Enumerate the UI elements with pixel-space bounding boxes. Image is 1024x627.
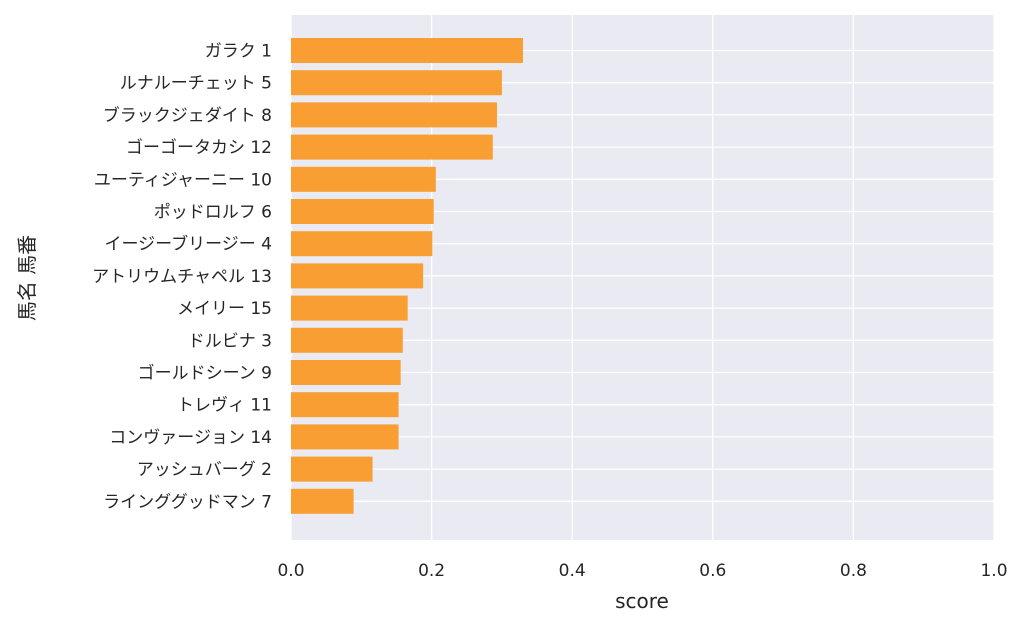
y-tick-label: コンヴァージョン 14: [109, 428, 272, 448]
bar: [291, 199, 434, 224]
x-axis-title: score: [615, 589, 669, 613]
bar: [291, 263, 424, 289]
bar: [291, 488, 354, 514]
y-tick-label: アッシュバーグ 2: [137, 460, 272, 480]
y-tick-label: ガラク 1: [205, 42, 272, 62]
bar: [291, 134, 493, 160]
x-tick-labels: 0.0 0.2 0.4 0.6 0.8 1.0: [277, 561, 1007, 581]
y-tick-label: ドルビナ 3: [188, 331, 272, 351]
y-tick-label: ポッドロルフ 6: [154, 203, 272, 223]
y-tick-labels: ガラク 1 ルナルーチェット 5 ブラックジェダイト 8 ゴーゴータカシ 12 ユーティ…: [92, 42, 272, 513]
y-tick-label: トレヴィ 11: [177, 396, 272, 416]
y-tick-label: ラインググッドマン 7: [103, 492, 272, 512]
bar: [291, 70, 502, 96]
x-tick-label: 0.8: [840, 561, 867, 581]
y-tick-label: ゴーゴータカシ 12: [126, 137, 272, 158]
y-tick-label: ユーティジャーニー 10: [94, 170, 272, 190]
y-tick-label: イージーブリージー 4: [104, 234, 272, 255]
x-tick-label: 0.6: [699, 561, 726, 581]
bar: [291, 166, 436, 192]
y-tick-label: ルナルーチェット 5: [120, 74, 272, 94]
bar: [291, 327, 403, 353]
bar: [291, 424, 399, 450]
y-tick-label: メイリー 15: [177, 299, 272, 319]
bar: [291, 295, 408, 321]
x-tick-label: 0.2: [418, 561, 445, 581]
y-tick-label: アトリウムチャペル 13: [92, 267, 272, 287]
bars: [291, 38, 523, 514]
bar: [291, 38, 523, 63]
y-tick-label: ブラックジェダイト 8: [103, 105, 272, 126]
bar: [291, 392, 399, 418]
x-tick-label: 0.0: [277, 561, 304, 581]
y-axis-title: 馬名 馬番: [15, 235, 39, 321]
bar: [291, 360, 401, 385]
y-tick-label: ゴールドシーン 9: [138, 363, 272, 384]
bar: [291, 102, 497, 128]
x-tick-label: 1.0: [980, 561, 1007, 581]
bar: [291, 231, 433, 257]
x-tick-label: 0.4: [559, 561, 586, 581]
bar: [291, 456, 373, 482]
